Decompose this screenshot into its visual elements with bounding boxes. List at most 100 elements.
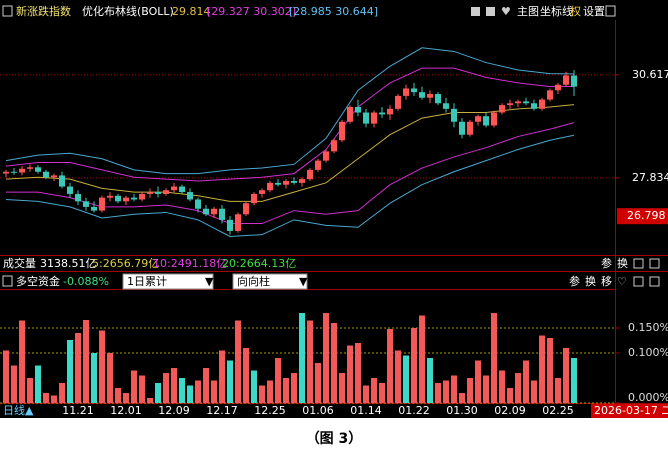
candle-body [11,171,17,173]
bar [211,380,217,403]
icon[interactable] [2,5,13,17]
candle-body [67,186,73,194]
candle-body [211,208,217,215]
bar [27,378,33,403]
x-tick-label: 01.14 [350,404,382,417]
toolbar-button[interactable]: 设置 [583,5,605,18]
dropdown[interactable] [232,273,308,290]
candle-body [251,193,257,204]
bar [275,358,281,403]
candle-body [571,75,577,87]
candle-body [291,180,297,183]
candle-body [219,208,225,220]
indicator-name[interactable]: 优化布林线(BOLL) [82,4,174,18]
icon-plus[interactable] [486,7,495,16]
candle-body [323,151,329,161]
toolbar-button[interactable]: 移 [601,275,612,288]
toolbar-button[interactable]: 主图 [517,5,539,18]
x-tick-label: 01.30 [446,404,478,417]
icon-heart[interactable]: ♡ [617,275,627,288]
bar [195,380,201,403]
candle-body [195,199,201,209]
chart-title: 新涨跌指数 [16,4,71,18]
icon[interactable] [649,276,660,287]
candle-body [475,116,481,122]
dropdown-arrow[interactable]: ▼ [205,275,214,288]
boll-outer: [28.985 30.644] [289,5,378,18]
volume-value: 3138.51亿 [40,257,97,270]
candle-body [27,167,33,169]
candle-body [99,197,105,211]
bar [67,340,73,403]
toolbar-button[interactable]: 参 [601,256,612,270]
icon[interactable] [2,275,13,287]
y-tick-label: 0.100% [628,346,668,359]
candle-body [19,168,25,173]
bar [475,360,481,403]
bar [371,378,377,403]
boll-line [5,67,575,182]
candle-body [131,197,137,200]
icon-heart[interactable]: ♥ [501,5,511,18]
candle-body [371,112,377,124]
candle-body [43,171,49,178]
bar [251,370,257,403]
bar [539,335,545,403]
bar [283,378,289,403]
panel-value: -0.088% [63,275,109,288]
dropdown[interactable] [122,273,214,290]
bar [171,368,177,403]
bar [443,380,449,403]
volume-ma: 5:2656.79亿 [92,257,159,270]
bar [19,320,25,403]
toolbar-button[interactable]: 权 [570,5,581,18]
candle-body [563,75,569,85]
boll-line [5,47,575,175]
icon-minus[interactable] [471,7,480,16]
cursor-value: 26.798 [627,209,666,222]
candle-body [339,121,345,141]
cursor-value-box [617,208,668,225]
x-axis-prefix[interactable]: 日线▲ [3,403,34,417]
bar [43,393,49,403]
bar [467,378,473,403]
dropdown-text[interactable]: 向向柱 [237,274,270,288]
icon[interactable] [633,276,644,287]
bar [331,323,337,403]
candle-body [267,182,273,191]
toolbar-button[interactable]: 换 [617,256,628,270]
candle-body [387,108,393,115]
icon[interactable] [633,258,644,269]
bar [35,365,41,403]
candle-body [555,84,561,91]
candle-body [171,186,177,191]
bar [3,350,9,403]
bar [115,388,121,403]
bar [75,333,81,403]
icon-max[interactable] [605,5,616,17]
dropdown-arrow[interactable]: ▼ [299,275,308,288]
bar [147,398,153,403]
toolbar-button[interactable]: 换 [585,274,596,288]
icon[interactable] [649,258,660,269]
bar [91,353,97,403]
bar [315,363,321,403]
dropdown-text[interactable]: 1日累计 [127,275,167,288]
toolbar-button[interactable]: 坐标线 [540,4,573,18]
candle-body [3,171,9,174]
x-tick-label: 12.09 [158,404,190,417]
candle-body [507,103,513,106]
bar [339,373,345,403]
bar [523,360,529,403]
bar [299,313,305,403]
bar [411,328,417,403]
x-tick-label: 12.25 [254,404,286,417]
bar [547,338,553,403]
bar [395,350,401,403]
candle-body [459,121,465,135]
candle-body [411,88,417,93]
candle-body [315,160,321,170]
candle-body [91,206,97,211]
toolbar-button[interactable]: 参 [569,274,580,288]
